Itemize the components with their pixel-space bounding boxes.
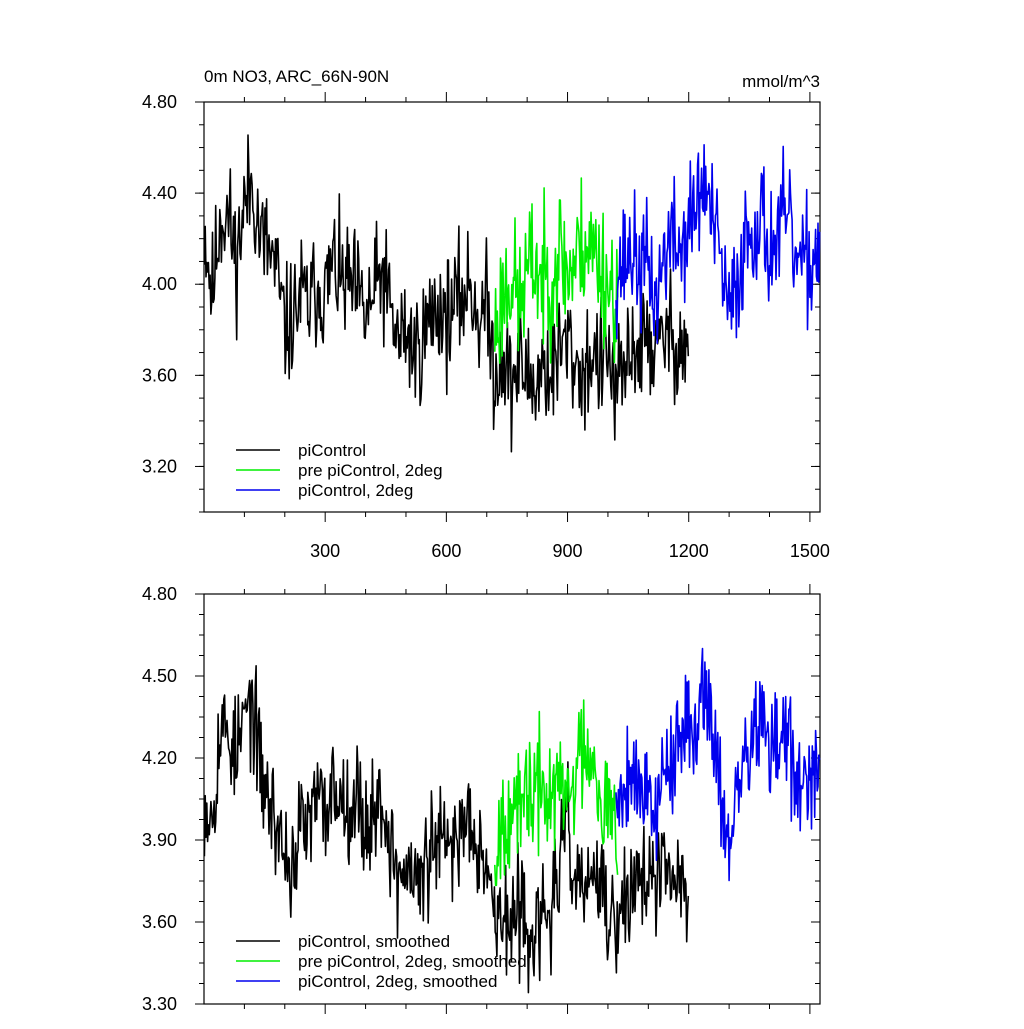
y-tick-label: 4.20 <box>142 748 177 768</box>
y-tick-label: 4.40 <box>142 183 177 203</box>
y-tick-label: 3.20 <box>142 456 177 476</box>
y-tick-label: 4.80 <box>142 92 177 112</box>
bottom-panel: 3.30 3.60 3.90 4.20 4.50 4.80 piControl, smoot… <box>142 584 821 1014</box>
series-line-1 <box>494 177 619 364</box>
y-tick-label: 4.80 <box>142 584 177 604</box>
x-tick-label: 1200 <box>669 541 709 561</box>
series-line-0 <box>203 665 690 994</box>
x-tick-label: 300 <box>310 541 340 561</box>
x-tick-label: 900 <box>553 541 583 561</box>
y-tick-label: 3.60 <box>142 365 177 385</box>
legend-label: piControl <box>298 441 366 460</box>
legend-label: piControl, 2deg <box>298 481 413 500</box>
series-line-0 <box>203 134 690 453</box>
series-line-2 <box>615 647 821 882</box>
legend-label: pre piControl, 2deg <box>298 461 443 480</box>
y-tick-label: 4.50 <box>142 666 177 686</box>
series-line-2 <box>615 144 821 344</box>
x-tick-label: 1500 <box>790 541 830 561</box>
chart-units: mmol/m^3 <box>742 72 820 91</box>
top-panel: 3.20 3.60 4.00 4.40 4.80 300 600 900 1200 1500 piC… <box>142 92 830 561</box>
x-tick-label: 600 <box>431 541 461 561</box>
y-tick-label: 4.00 <box>142 274 177 294</box>
chart-title: 0m NO3, ARC_66N-90N <box>204 67 389 86</box>
legend-label: piControl, smoothed <box>298 932 450 951</box>
y-tick-label: 3.90 <box>142 830 177 850</box>
y-tick-label: 3.30 <box>142 994 177 1014</box>
legend-label: pre piControl, 2deg, smoothed <box>298 952 527 971</box>
legend-label: piControl, 2deg, smoothed <box>298 972 497 991</box>
series-line-1 <box>494 699 619 887</box>
y-tick-label: 3.60 <box>142 912 177 932</box>
